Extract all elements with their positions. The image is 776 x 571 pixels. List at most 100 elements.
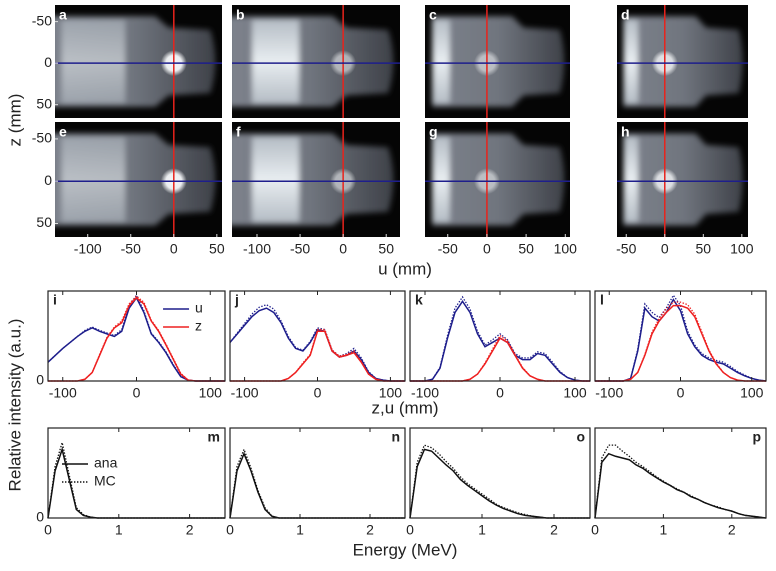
- series-line: [47, 294, 225, 382]
- panel-label: e: [59, 124, 67, 140]
- series-line: [230, 328, 405, 382]
- image-panel: [55, 5, 222, 118]
- phantom: [623, 133, 743, 226]
- x-tick-label: 50: [696, 241, 712, 257]
- plot-area: [595, 428, 766, 518]
- x-tick-label: 2: [366, 522, 374, 538]
- x-tick-label: -50: [438, 241, 458, 257]
- x-tick-label: -100: [411, 385, 439, 401]
- image-body: [623, 16, 743, 107]
- image-panel: [232, 5, 400, 118]
- image-panel: [617, 122, 748, 237]
- x-tick-label: 0: [314, 385, 322, 401]
- y-tick-label: 0: [44, 172, 52, 188]
- series-line: [229, 303, 405, 382]
- x-tick-label: 0: [661, 241, 669, 257]
- x-tick-label: -100: [595, 385, 623, 401]
- plot-frame: [409, 427, 591, 519]
- panel-label: n: [391, 429, 400, 445]
- panel-label: c: [429, 7, 437, 23]
- x-tick-label: 0: [339, 241, 347, 257]
- bright-band: [252, 136, 300, 223]
- plot-area: [410, 428, 590, 518]
- y-tick-label: 0: [36, 509, 44, 525]
- panel-label: f: [236, 124, 241, 140]
- x-tick-label: -100: [49, 385, 77, 401]
- image-panel: [425, 5, 570, 118]
- x-tick-label: -100: [231, 385, 259, 401]
- x-tick-label: 0: [406, 522, 414, 538]
- panel-label: k: [415, 292, 423, 308]
- panel-label: j: [234, 292, 239, 308]
- profile-y-axis-label: Relative intensity (a.u.): [5, 319, 24, 492]
- x-tick-label: -50: [121, 241, 141, 257]
- x-tick-label: -50: [290, 241, 310, 257]
- y-tick-label: -50: [32, 130, 52, 146]
- bright-band: [61, 136, 126, 223]
- x-tick-label: 100: [199, 385, 223, 401]
- panel-label: o: [576, 429, 585, 445]
- plot-area: [230, 291, 405, 381]
- image-body: [55, 16, 216, 107]
- bright-band: [252, 19, 300, 104]
- bright-band: [432, 136, 450, 223]
- x-tick-label: -100: [243, 241, 271, 257]
- x-tick-label: 1: [478, 522, 486, 538]
- y-tick-label: 0: [44, 54, 52, 70]
- panel-label: d: [621, 7, 630, 23]
- y-tick-label: 50: [36, 95, 52, 111]
- legend-label: ana: [94, 455, 118, 471]
- image-panel: [232, 122, 400, 237]
- x-tick-label: 1: [660, 522, 668, 538]
- phantom: [232, 133, 394, 226]
- x-tick-label: 50: [518, 241, 534, 257]
- legend-label: z: [195, 318, 202, 334]
- plot-frame: [594, 427, 767, 519]
- bright-band: [432, 19, 450, 104]
- phantom: [232, 16, 394, 107]
- image-body: [232, 133, 394, 226]
- x-tick-label: -100: [74, 241, 102, 257]
- plot-frame: [229, 427, 406, 519]
- plot-frame: [47, 427, 226, 519]
- x-tick-label: 2: [550, 522, 558, 538]
- legend-label: MC: [94, 473, 116, 489]
- profile-x-axis-label: z,u (mm): [371, 398, 438, 417]
- series-line: [594, 444, 767, 519]
- y-tick-label: 50: [36, 214, 52, 230]
- x-tick-label: 100: [379, 385, 403, 401]
- image-body: [55, 133, 216, 226]
- panel-label: a: [59, 7, 67, 23]
- x-tick-label: 1: [115, 522, 123, 538]
- x-tick-label: 100: [730, 241, 754, 257]
- x-tick-label: 0: [226, 522, 234, 538]
- energy-x-axis-label: Energy (MeV): [353, 540, 458, 559]
- panel-label: m: [208, 429, 220, 445]
- legend-label: u: [195, 300, 203, 316]
- image-body: [623, 133, 743, 226]
- panel-label: h: [621, 124, 630, 140]
- image-y-axis-label: z (mm): [5, 94, 24, 147]
- x-tick-label: 0: [133, 385, 141, 401]
- x-tick-label: 0: [44, 522, 52, 538]
- x-tick-label: 0: [170, 241, 178, 257]
- phantom: [623, 16, 743, 107]
- image-panel: [425, 122, 570, 237]
- image-body: [232, 16, 394, 107]
- series-line: [595, 301, 766, 382]
- y-tick-label: 0: [36, 372, 44, 388]
- image-x-axis-label: u (mm): [378, 259, 432, 278]
- series-line: [410, 295, 590, 382]
- image-panel: [55, 122, 222, 237]
- x-tick-label: 2: [186, 522, 194, 538]
- y-tick-label: -50: [32, 12, 52, 28]
- bright-band: [61, 19, 126, 104]
- panel-label: l: [600, 292, 604, 308]
- panel-label: i: [53, 292, 57, 308]
- plot-area: [48, 428, 225, 518]
- x-tick-label: 0: [677, 385, 685, 401]
- panel-label: b: [236, 7, 245, 23]
- x-tick-label: 50: [209, 241, 225, 257]
- x-tick-label: 0: [591, 522, 599, 538]
